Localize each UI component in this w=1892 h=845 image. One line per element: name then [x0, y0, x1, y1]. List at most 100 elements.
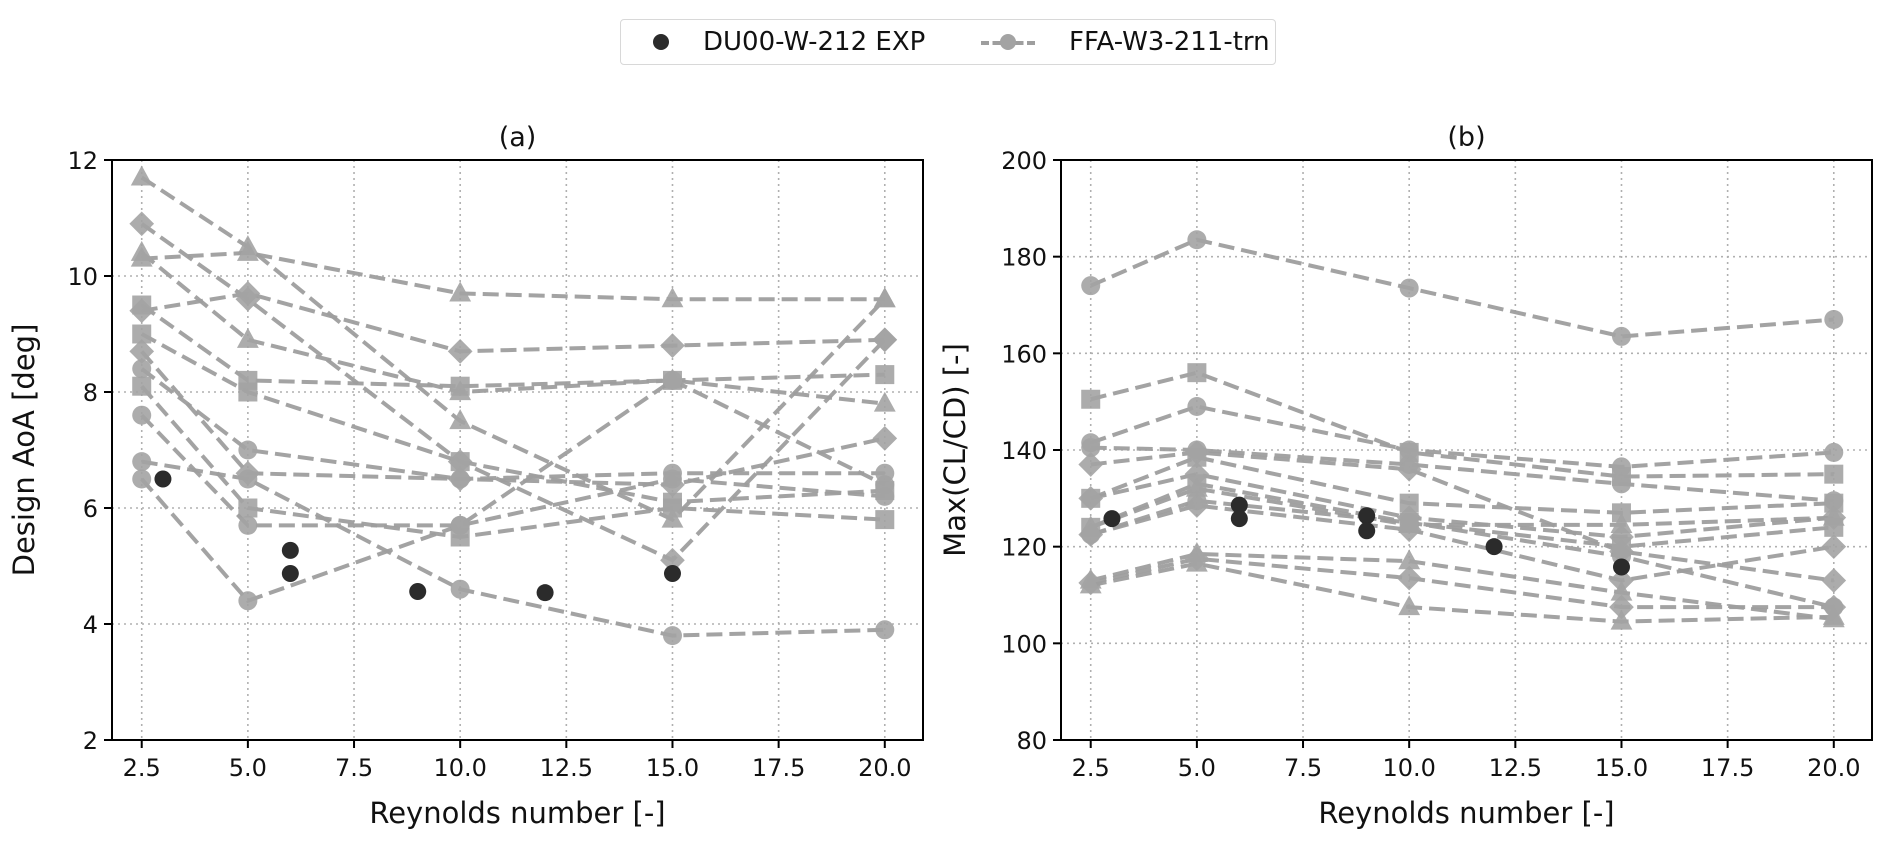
- data-point-circle: [132, 469, 152, 489]
- series-2: [130, 240, 896, 308]
- experimental-point: [1358, 507, 1376, 525]
- legend: DU00-W-212 EXP FFA-W3-211-trn: [620, 19, 1276, 65]
- data-point-triangle: [449, 281, 472, 302]
- data-point-square: [238, 382, 258, 402]
- data-point-square: [875, 510, 895, 530]
- data-point-circle: [662, 370, 682, 390]
- data-point-triangle: [236, 240, 259, 261]
- data-point-triangle: [1610, 513, 1633, 533]
- data-point-square: [132, 324, 152, 344]
- series-line: [1090, 561, 1834, 624]
- experimental-point: [1358, 522, 1376, 540]
- data-point-circle: [450, 579, 470, 599]
- dashed-line-marker-icon: [981, 34, 1035, 50]
- data-point-diamond: [660, 547, 685, 573]
- data-point-triangle: [873, 287, 896, 308]
- data-point-diamond: [1609, 594, 1634, 620]
- data-point-square: [1824, 517, 1844, 537]
- experimental-point: [154, 470, 172, 488]
- x-tick-label: 12.5: [540, 754, 593, 782]
- data-point-triangle: [661, 507, 684, 528]
- data-point-circle: [450, 515, 470, 535]
- data-point-circle: [1611, 457, 1631, 477]
- x-tick-label: 2.5: [1072, 754, 1110, 782]
- legend-label-simulated: FFA-W3-211-trn: [1069, 27, 1270, 57]
- data-point-triangle: [1822, 604, 1845, 625]
- data-point-circle: [875, 620, 895, 640]
- data-point-circle: [1824, 310, 1844, 329]
- series-9: [132, 376, 895, 547]
- panel-a: 2.5 5.0 7.5 10.0 12.5 15.0 17.5 20.0 2 4 6 8 10 12 (a)…: [7, 122, 924, 830]
- y-tick-label: 100: [1001, 630, 1047, 658]
- data-point-square: [132, 376, 152, 396]
- data-point-square: [1611, 503, 1631, 523]
- experimental-point: [1103, 510, 1121, 528]
- data-point-circle: [875, 475, 895, 495]
- legend-item-experimental: DU00-W-212 EXP: [641, 20, 925, 64]
- data-point-triangle: [1398, 595, 1421, 616]
- data-point-square: [1824, 464, 1844, 484]
- data-point-circle: [132, 405, 152, 425]
- data-point-diamond: [1396, 456, 1422, 482]
- data-point-triangle: [236, 327, 259, 348]
- panel-b: 2.5 5.0 7.5 10.0 12.5 15.0 17.5 20.0 80 100 120 140…: [938, 122, 1873, 830]
- data-point-circle: [1081, 525, 1101, 545]
- y-tick-label: 140: [1001, 437, 1047, 465]
- x-tick-label: 10.0: [1382, 754, 1435, 782]
- series-10: [1081, 491, 1844, 617]
- data-point-square: [450, 376, 470, 396]
- data-point-square: [662, 498, 682, 518]
- experimental-points: [154, 470, 681, 602]
- data-point-circle: [238, 515, 258, 535]
- series-line: [1090, 450, 1835, 583]
- y-tick-label: 160: [1001, 340, 1047, 368]
- series-11: [132, 452, 895, 646]
- data-point-diamond: [1078, 452, 1104, 477]
- series-line: [140, 378, 886, 604]
- data-point-circle: [238, 591, 258, 611]
- y-axis-label: Design AoA [deg]: [7, 324, 41, 577]
- y-tick-label: 8: [83, 379, 98, 407]
- data-point-circle: [1187, 230, 1207, 250]
- y-tick-label: 200: [1001, 147, 1047, 175]
- data-point-diamond: [1609, 524, 1634, 550]
- data-point-diamond: [1821, 568, 1847, 593]
- data-point-triangle: [1185, 551, 1208, 572]
- x-tick-label: 20.0: [1807, 754, 1860, 782]
- data-point-diamond: [235, 281, 261, 306]
- y-tick-label: 120: [1001, 534, 1047, 562]
- data-point-circle: [132, 452, 152, 472]
- x-tick-label: 20.0: [858, 754, 911, 782]
- y-tick-label: 12: [67, 147, 98, 175]
- experimental-points: [1103, 496, 1630, 576]
- legend-item-simulated: FFA-W3-211-trn: [981, 20, 1270, 64]
- experimental-point: [281, 541, 299, 559]
- data-point-triangle: [449, 409, 472, 430]
- x-tick-label: 17.5: [1701, 754, 1754, 782]
- data-point-diamond: [1396, 565, 1422, 591]
- panel-title: (a): [499, 122, 537, 153]
- series-line: [140, 332, 885, 505]
- data-point-square: [1187, 363, 1207, 383]
- x-tick-label: 15.0: [646, 754, 699, 782]
- data-point-square: [1187, 447, 1207, 467]
- data-point-diamond: [660, 333, 685, 358]
- data-point-circle: [132, 359, 152, 379]
- experimental-point: [281, 565, 299, 583]
- series-12: [132, 370, 895, 611]
- data-point-triangle: [1610, 609, 1633, 630]
- series-line: [1090, 551, 1835, 622]
- data-point-triangle: [130, 240, 153, 261]
- data-point-circle: [662, 469, 682, 489]
- experimental-point: [536, 584, 554, 602]
- data-point-circle: [1187, 397, 1207, 416]
- data-point-triangle: [130, 165, 153, 186]
- x-tick-label: 17.5: [752, 754, 805, 782]
- data-point-diamond: [1078, 485, 1104, 511]
- data-point-square: [238, 498, 258, 518]
- experimental-point: [1230, 496, 1248, 514]
- y-tick-label: 10: [67, 263, 98, 291]
- experimental-point: [1230, 510, 1248, 528]
- data-point-diamond: [872, 426, 898, 451]
